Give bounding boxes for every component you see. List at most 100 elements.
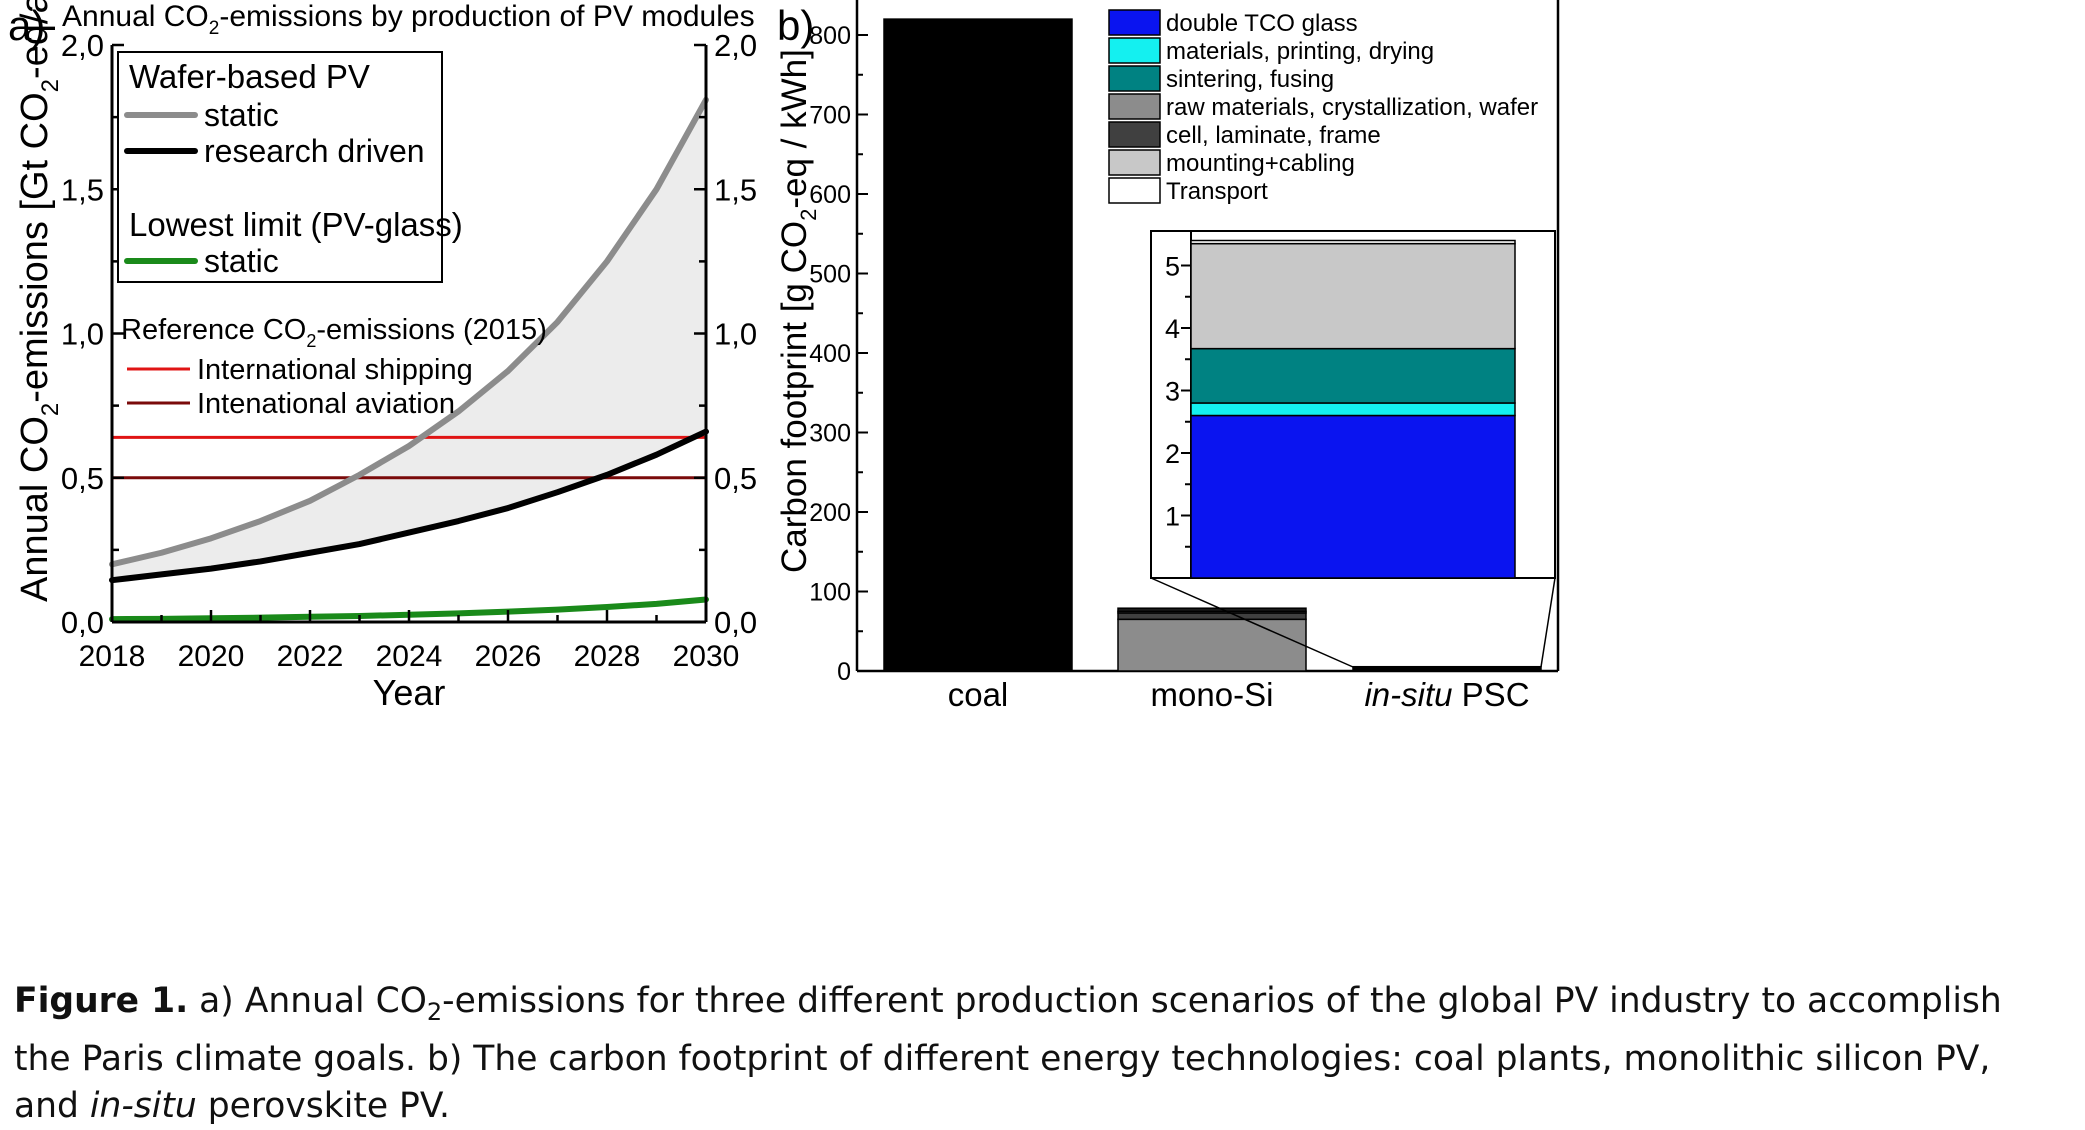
y-axis-label-part: Carbon footprint [g CO (775, 221, 814, 573)
panel-a-title: Annual CO2-emissions by production of PV… (62, 0, 755, 39)
panel-a-title-part: 2 (209, 18, 220, 39)
legend-label-research: research driven (204, 133, 425, 169)
x-category-label: in-situ PSC (1364, 676, 1529, 713)
x-tick-label: 2018 (79, 640, 146, 673)
y-axis-label-part: 2 (37, 403, 64, 416)
legend-label-shipping: International shipping (197, 354, 473, 386)
x-category-label: mono-Si (1151, 676, 1274, 713)
y-axis-label-part: -eq/a] (14, 0, 56, 79)
y-tick-label: 800 (809, 22, 851, 50)
inset-y-tick-label: 2 (1165, 439, 1180, 469)
caption-italic: in-situ (89, 1085, 197, 1126)
y-tick-label: 1,0 (61, 317, 104, 352)
legend-reference-title-part: Reference CO (121, 314, 306, 346)
inset-bar-segment (1190, 239, 1516, 245)
legend-label: double TCO glass (1166, 10, 1358, 37)
category-rest: PSC (1453, 676, 1530, 713)
x-tick-label: 2022 (277, 640, 344, 673)
panel-b-label: b) (777, 2, 814, 49)
legend-reference-title-part: -emissions (2015) (316, 314, 546, 346)
inset-y-tick-label: 4 (1165, 314, 1180, 344)
y-tick-label: 200 (809, 499, 851, 527)
y-tick-label: 2,0 (61, 28, 104, 63)
inset-bar-segment (1190, 402, 1516, 417)
caption-line-3: and in-situ perovskite PV. (14, 1083, 2074, 1130)
series-wafer-static (109, 96, 709, 568)
legend-label-static: static (204, 97, 279, 133)
legend-swatch (1108, 9, 1161, 36)
y-tick-label: 0,5 (61, 461, 104, 496)
y-tick-label: 1,5 (61, 172, 104, 207)
y-tick-label: 300 (809, 420, 851, 448)
x-tick-label: 2030 (673, 640, 740, 673)
y-tick-label: 100 (809, 579, 851, 607)
bar-in-situ-psc-segment (1352, 665, 1542, 672)
legend-reference-title: Reference CO2-emissions (2015) (121, 314, 547, 351)
panel-a-label: a) (8, 2, 45, 49)
panel-a-title-part: -emissions by production of PV modules (219, 0, 754, 33)
caption-text-1a: a) Annual CO (188, 981, 427, 1021)
legend-label: Transport (1166, 178, 1268, 205)
y-tick-label-right: 2,0 (714, 28, 757, 63)
y-tick-label-right: 0,0 (714, 605, 757, 640)
legend-box (117, 51, 443, 283)
caption-text-3a: and (14, 1085, 90, 1126)
category-italic: in-situ (1364, 676, 1452, 713)
x-category-label: coal (948, 676, 1009, 713)
figure-caption: Figure 1. a) Annual CO2-emissions for th… (14, 978, 2074, 1130)
y-tick-label-right: 1,0 (714, 317, 757, 352)
y-axis-label: Carbon footprint [g CO2-eq / kWh] (775, 49, 821, 573)
y-tick-label-right: 0,5 (714, 461, 757, 496)
inset-connector-left (1150, 577, 1354, 668)
y-tick-label-right: 1,5 (714, 172, 757, 207)
caption-subscript: 2 (426, 997, 443, 1026)
y-axis-label: Annual CO2-emissions [Gt CO2-eq/a] (14, 0, 64, 602)
inset-connector-right (1540, 577, 1556, 668)
bar-mono-si-segment (1117, 618, 1307, 672)
caption-line-1: Figure 1. a) Annual CO2-emissions for th… (14, 978, 2074, 1036)
legend-swatch (1108, 121, 1161, 148)
legend-label-aviation: Intenational aviation (197, 388, 455, 420)
scenario-range-area (112, 99, 706, 581)
caption-text-1b: -emissions for three different productio… (442, 981, 2002, 1021)
y-tick-label: 700 (809, 102, 851, 130)
legend-label-lowest-static: static (204, 243, 279, 279)
legend-label: sintering, fusing (1166, 66, 1334, 93)
inset-bar-segment (1190, 347, 1516, 404)
inset-bar-segment (1190, 414, 1516, 579)
legend-swatch (1108, 65, 1161, 92)
y-tick-label: 0 (837, 658, 851, 686)
legend-label: cell, laminate, frame (1166, 122, 1381, 149)
bar-mono-si-segment (1117, 612, 1307, 621)
x-axis-label: Year (373, 672, 446, 713)
inset-bar-segment (1190, 242, 1516, 350)
bar-mono-si-segment (1117, 607, 1307, 613)
x-tick-label: 2024 (376, 640, 443, 673)
figure: a) Annual CO2-emissions by production of … (8, 0, 1560, 713)
legend-label: materials, printing, drying (1166, 38, 1434, 65)
y-axis-label-part: 2 (796, 209, 821, 221)
inset-y-tick-label: 3 (1165, 377, 1180, 407)
panel-a-title-part: Annual CO (62, 0, 209, 33)
legend-swatch (1108, 93, 1161, 120)
y-axis-label-part: -eq / kWh] (775, 49, 814, 208)
panel-a-line-chart: a) Annual CO2-emissions by production of … (8, 0, 757, 713)
legend-wafer-title: Wafer-based PV (129, 58, 370, 95)
y-tick-label: 0,0 (61, 605, 104, 640)
x-tick-label: 2026 (475, 640, 542, 673)
y-axis-label-part: Annual CO (14, 416, 56, 602)
legend-lowest-title: Lowest limit (PV-glass) (129, 206, 463, 243)
y-axis-label-part: 2 (37, 79, 64, 92)
legend-label: mounting+cabling (1166, 150, 1355, 177)
bar-coal-segment (883, 18, 1073, 672)
caption-text-3b: perovskite PV. (196, 1085, 450, 1126)
inset-y-tick-label: 1 (1165, 502, 1180, 532)
y-axis-label-part: -emissions [Gt CO (14, 92, 56, 402)
series-research-driven (109, 428, 709, 584)
legend-swatch (1108, 177, 1161, 204)
caption-label: Figure 1. (14, 981, 189, 1021)
y-tick-label: 600 (809, 181, 851, 209)
x-tick-label: 2028 (574, 640, 641, 673)
legend-reference-title-part: 2 (306, 331, 316, 351)
